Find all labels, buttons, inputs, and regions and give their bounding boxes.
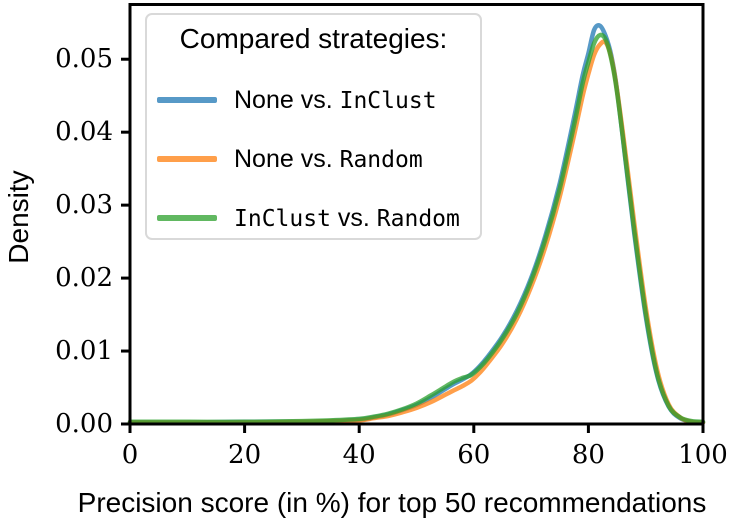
legend-swatch-line — [157, 97, 217, 103]
legend-label-part: InClust — [339, 88, 437, 114]
legend-box: Compared strategies: None vs. InClust Non… — [145, 13, 482, 240]
legend-label-part: InClust — [234, 206, 331, 232]
legend-label-part: vs. — [330, 204, 377, 232]
kde-curves — [127, 23, 706, 425]
legend-item-label: InClust vs. Random — [234, 204, 460, 233]
y-tick-label: 0.04 — [55, 117, 113, 148]
legend-item-label: None vs. Random — [234, 145, 423, 174]
x-tick-label: 100 — [678, 440, 728, 470]
x-tick-label: 40 — [342, 440, 376, 470]
legend-label-part: None vs. — [234, 86, 340, 114]
kde-curve-inclust-vs-random — [127, 32, 706, 425]
y-tick-label: 0.03 — [55, 190, 113, 221]
legend-label-part: Random — [376, 206, 460, 232]
y-tick-label: 0.00 — [55, 409, 113, 439]
x-tick-label: 80 — [571, 440, 605, 470]
x-tick-label: 60 — [457, 440, 491, 470]
y-axis-label: Density — [3, 170, 34, 264]
legend-label-part: None vs. — [234, 145, 340, 173]
legend-title: Compared strategies: — [179, 23, 448, 54]
x-tick-label: 0 — [121, 440, 139, 470]
x-axis-label: Precision score (in %) for top 50 recomm… — [77, 487, 707, 518]
x-tick-label: 20 — [228, 440, 262, 470]
y-tick-label: 0.02 — [55, 263, 113, 294]
legend-swatch-line — [157, 215, 217, 221]
y-tick-label: 0.01 — [55, 336, 113, 367]
legend-item: None vs. Random — [147, 144, 480, 174]
legend-swatch-line — [157, 156, 217, 162]
legend-label-part: Random — [339, 147, 423, 173]
legend-item: InClust vs. Random — [147, 203, 480, 233]
axes-frame — [128, 3, 705, 426]
y-tick-label: 0.05 — [55, 44, 113, 75]
legend-item: None vs. InClust — [147, 85, 480, 115]
legend-item-label: None vs. InClust — [234, 86, 437, 115]
